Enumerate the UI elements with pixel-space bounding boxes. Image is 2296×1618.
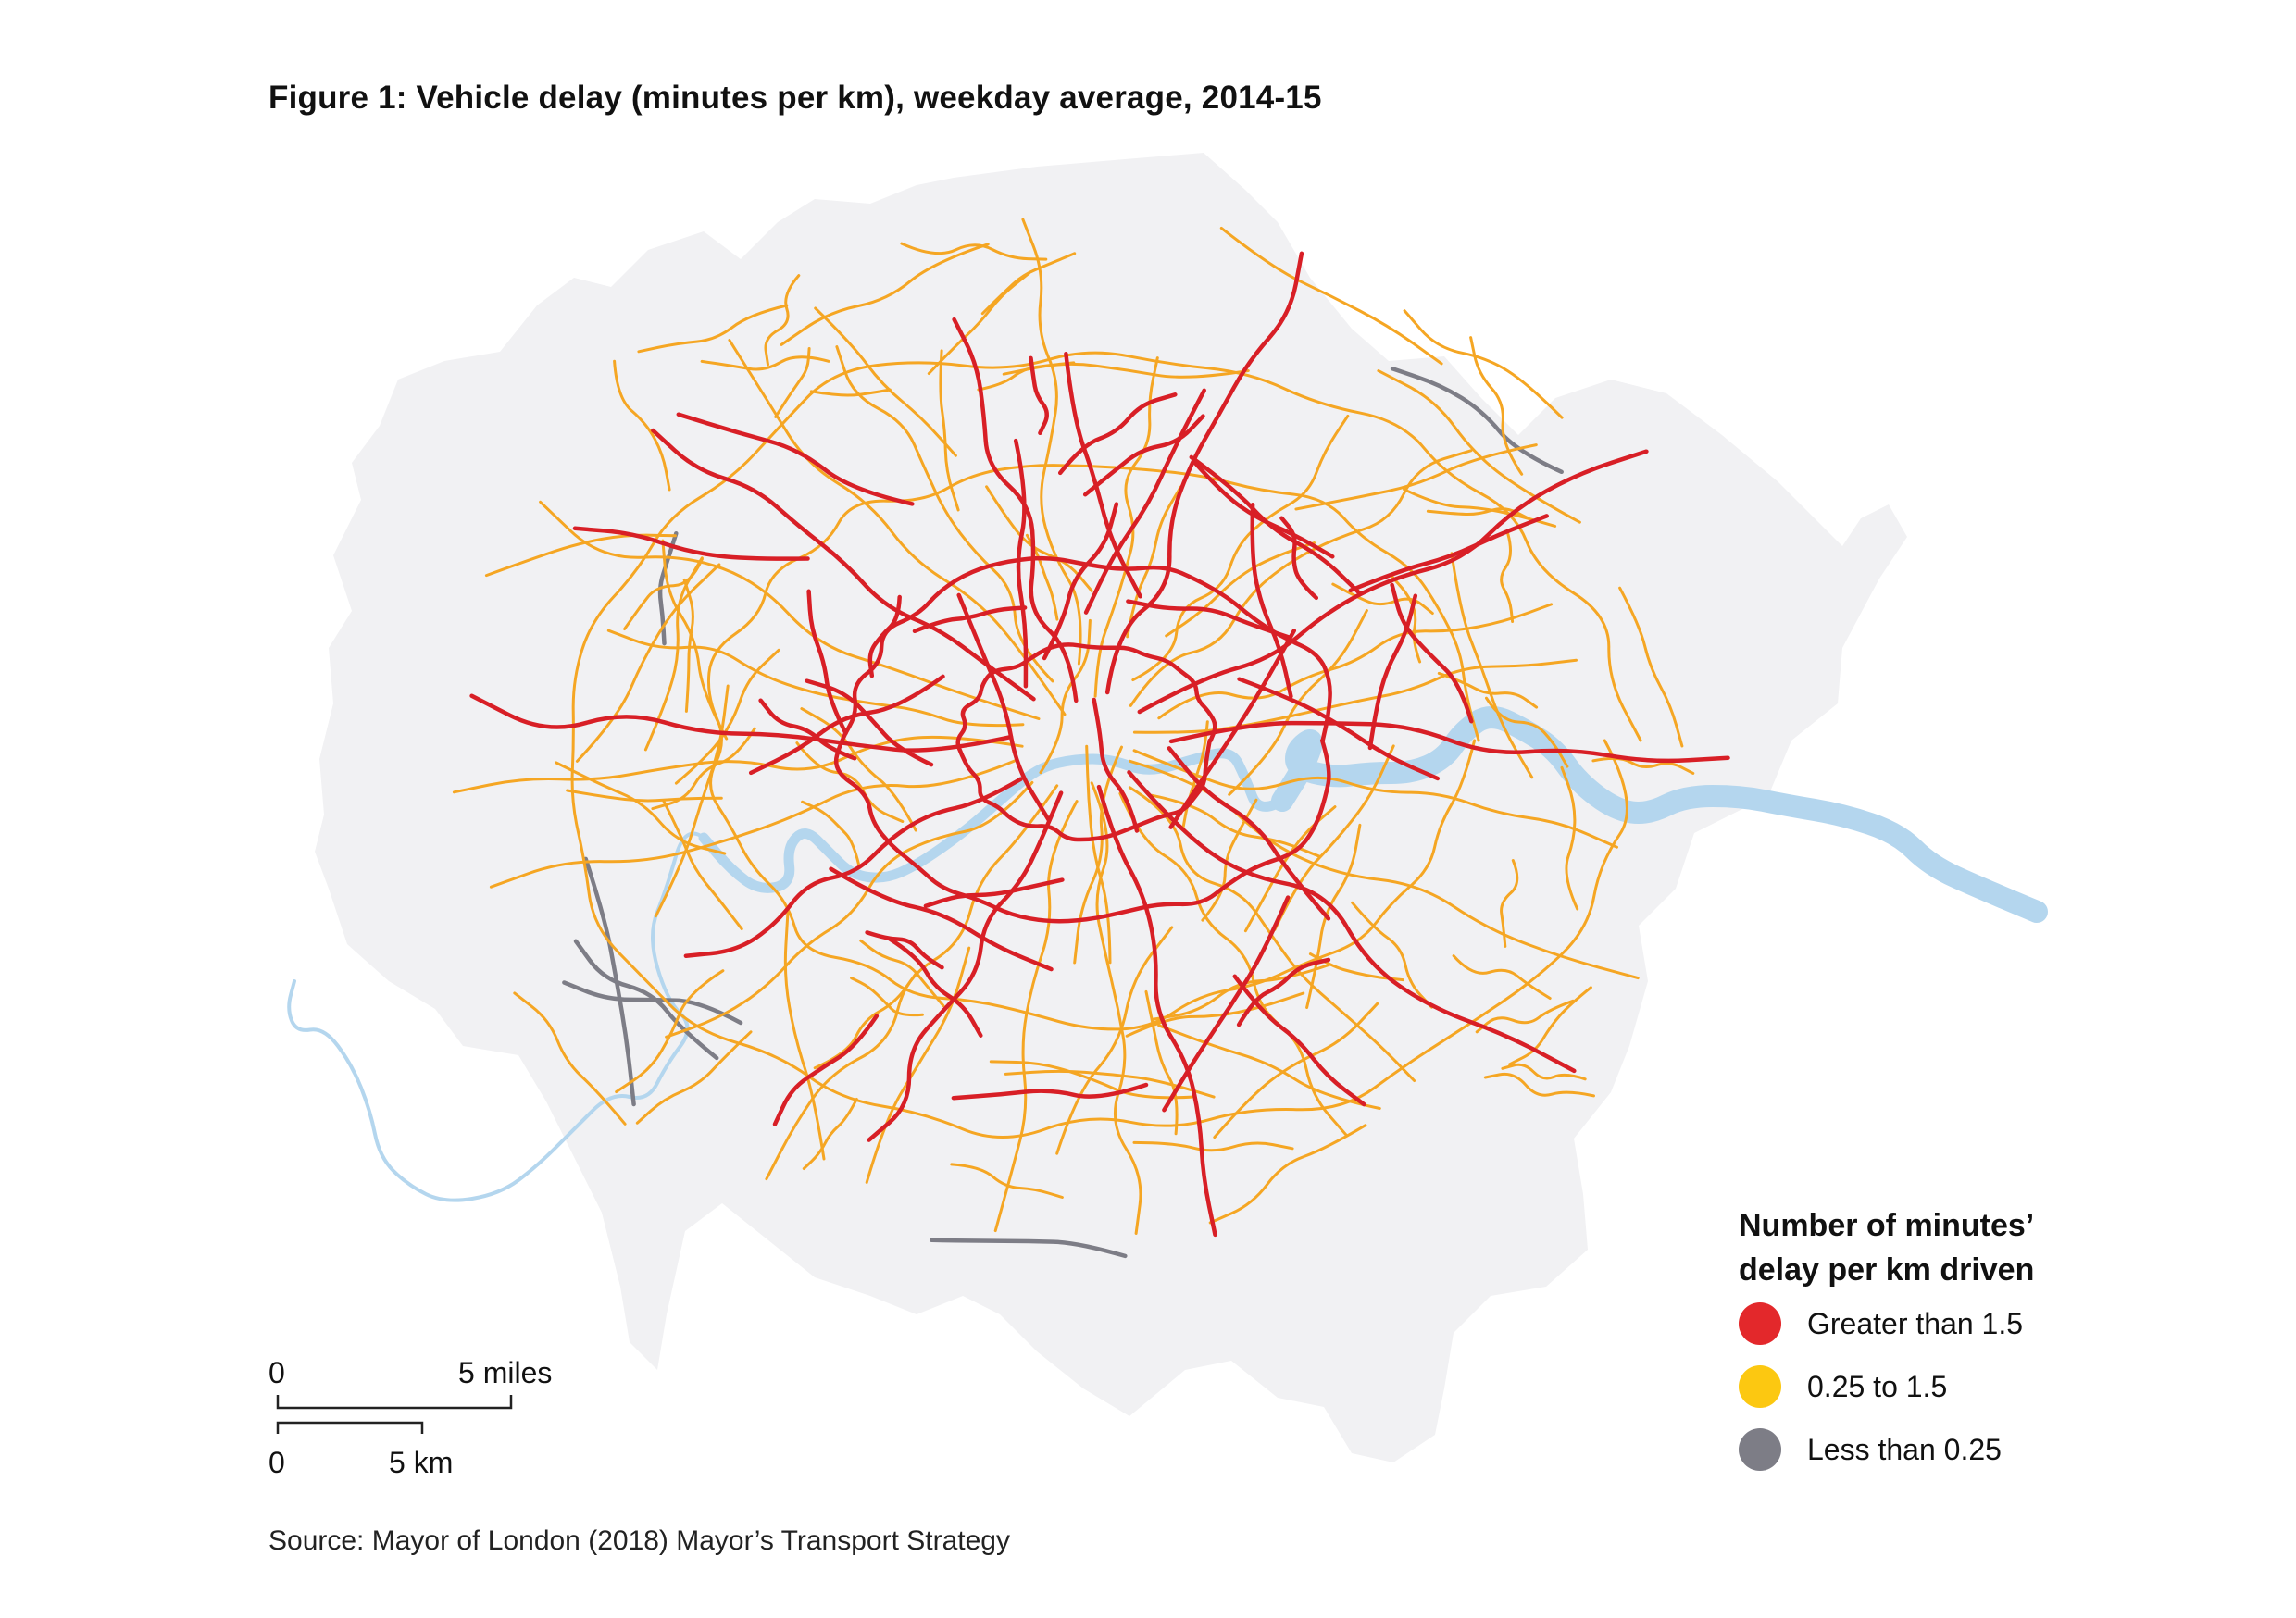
scale-miles-label: 5 miles <box>458 1356 553 1389</box>
grey-dot-icon <box>1739 1428 1781 1471</box>
scale-km-label: 5 km <box>389 1446 454 1479</box>
scale-km-zero: 0 <box>268 1446 285 1479</box>
roads-high-delay <box>469 251 1730 1238</box>
map-legend: Number of minutes’ delay per km driven G… <box>1739 1203 2034 1481</box>
red-dot-icon <box>1739 1302 1781 1345</box>
legend-title-line-2: delay per km driven <box>1739 1252 2035 1288</box>
legend-title: Number of minutes’ delay per km driven <box>1739 1203 2034 1292</box>
figure-title: Figure 1: Vehicle delay (minutes per km)… <box>268 80 1322 116</box>
legend-item-medium: 0.25 to 1.5 <box>1739 1355 2034 1418</box>
scale-bar-lines <box>276 1395 513 1434</box>
legend-item-low: Less than 0.25 <box>1739 1418 2034 1481</box>
legend-label-low: Less than 0.25 <box>1807 1432 2002 1466</box>
scale-miles-zero: 0 <box>268 1356 285 1389</box>
source-note: Source: Mayor of London (2018) Mayor’s T… <box>268 1525 1010 1556</box>
scale-bar: 0 5 miles 0 5 km <box>268 1356 565 1486</box>
legend-label-medium: 0.25 to 1.5 <box>1807 1369 1948 1403</box>
legend-title-line-1: Number of minutes’ <box>1739 1208 2035 1243</box>
legend-item-high: Greater than 1.5 <box>1739 1292 2034 1355</box>
roads-medium-delay <box>452 218 1695 1235</box>
yellow-dot-icon <box>1739 1365 1781 1408</box>
roads-low-delay <box>562 367 1564 1259</box>
legend-label-high: Greater than 1.5 <box>1807 1306 2024 1340</box>
